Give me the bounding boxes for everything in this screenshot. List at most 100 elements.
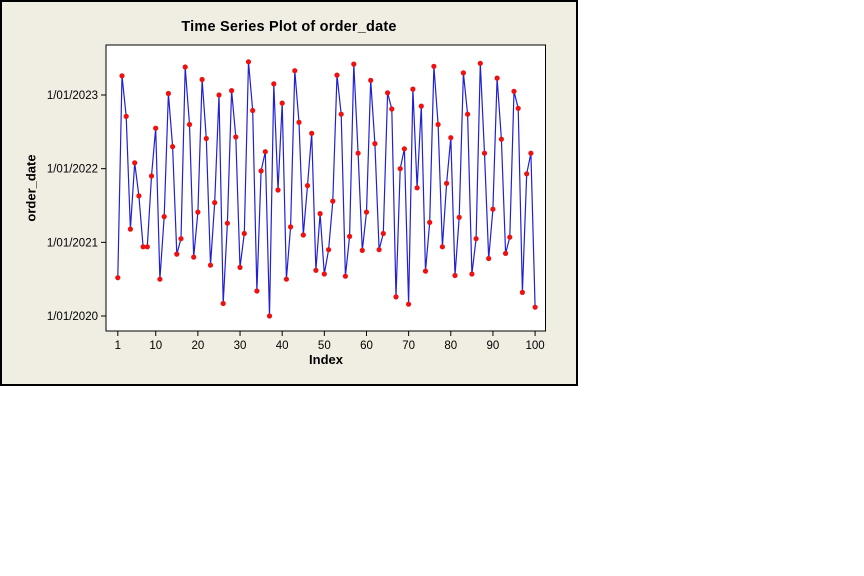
data-point bbox=[170, 144, 176, 150]
time-series-chart: Time Series Plot of order_date 1/01/2020… bbox=[0, 0, 578, 386]
data-point bbox=[494, 75, 500, 81]
data-point bbox=[191, 254, 197, 260]
data-point bbox=[275, 187, 281, 193]
data-point bbox=[317, 211, 323, 217]
data-point bbox=[127, 226, 133, 232]
data-point bbox=[486, 255, 492, 262]
data-point bbox=[456, 214, 462, 220]
data-point bbox=[283, 276, 289, 282]
data-point bbox=[347, 233, 353, 239]
data-point bbox=[153, 125, 159, 131]
plot-area bbox=[105, 44, 546, 332]
data-point bbox=[241, 230, 247, 237]
data-point bbox=[304, 183, 311, 189]
data-point bbox=[123, 113, 129, 119]
data-point bbox=[519, 289, 526, 295]
chart-title: Time Series Plot of order_date bbox=[181, 19, 397, 35]
data-point bbox=[380, 230, 386, 237]
data-point bbox=[245, 59, 252, 65]
x-tick-label: 100 bbox=[525, 340, 544, 352]
data-point bbox=[410, 86, 416, 92]
data-point bbox=[431, 63, 437, 69]
x-tick-label: 10 bbox=[149, 340, 162, 352]
data-point bbox=[161, 214, 167, 220]
data-point bbox=[266, 313, 273, 319]
x-tick-label: 60 bbox=[360, 340, 373, 352]
data-point bbox=[368, 77, 374, 83]
x-tick-label: 80 bbox=[444, 340, 457, 352]
data-point bbox=[148, 173, 155, 179]
data-point bbox=[460, 70, 466, 76]
x-tick-label: 40 bbox=[276, 340, 289, 352]
data-point bbox=[203, 135, 209, 142]
data-point bbox=[136, 193, 142, 199]
data-point bbox=[515, 105, 521, 111]
data-point bbox=[300, 232, 306, 238]
data-point bbox=[524, 171, 530, 177]
data-point bbox=[186, 121, 193, 128]
data-point bbox=[115, 275, 121, 281]
x-axis-title: Index bbox=[309, 352, 343, 367]
data-point bbox=[363, 209, 370, 215]
data-point bbox=[355, 150, 361, 156]
data-point bbox=[220, 300, 226, 307]
data-point bbox=[258, 168, 264, 174]
data-point bbox=[376, 247, 382, 253]
data-point bbox=[406, 301, 412, 307]
data-point bbox=[372, 141, 378, 147]
data-point bbox=[132, 160, 138, 166]
data-point bbox=[216, 92, 222, 98]
data-point bbox=[448, 135, 454, 141]
data-point bbox=[389, 106, 395, 112]
y-tick-label: 1/01/2021 bbox=[47, 237, 98, 249]
data-point bbox=[144, 244, 150, 250]
y-axis-title: order_date bbox=[23, 154, 39, 222]
data-point bbox=[351, 61, 357, 67]
data-point bbox=[507, 234, 513, 240]
data-point bbox=[174, 251, 180, 257]
data-point bbox=[330, 198, 336, 204]
data-point bbox=[309, 130, 315, 136]
x-tick-label: 1 bbox=[115, 340, 121, 352]
data-point bbox=[271, 81, 277, 87]
data-point bbox=[334, 72, 340, 78]
y-tick-label: 1/01/2020 bbox=[47, 311, 98, 323]
x-tick-label: 90 bbox=[487, 340, 500, 352]
y-tick-label: 1/01/2023 bbox=[47, 90, 98, 102]
data-point bbox=[414, 185, 420, 191]
data-point bbox=[237, 264, 243, 270]
data-point bbox=[165, 90, 171, 97]
data-point bbox=[178, 236, 184, 242]
data-point bbox=[418, 103, 424, 109]
data-point bbox=[140, 244, 146, 250]
data-point bbox=[469, 271, 475, 277]
y-tick-label: 1/01/2022 bbox=[47, 164, 98, 176]
data-point bbox=[338, 111, 344, 117]
data-point bbox=[439, 244, 445, 250]
data-point bbox=[342, 273, 348, 279]
data-point bbox=[427, 219, 433, 225]
data-point bbox=[182, 64, 188, 70]
data-point bbox=[465, 111, 471, 117]
x-tick-label: 20 bbox=[191, 340, 204, 352]
data-point bbox=[473, 236, 479, 242]
data-point bbox=[157, 276, 163, 282]
data-point bbox=[532, 304, 538, 310]
data-point bbox=[288, 224, 294, 230]
data-point bbox=[401, 146, 407, 152]
x-tick-label: 30 bbox=[234, 340, 247, 352]
data-point bbox=[207, 262, 214, 268]
data-point bbox=[321, 271, 327, 277]
data-point bbox=[254, 288, 260, 294]
data-point bbox=[233, 134, 239, 140]
data-point bbox=[199, 76, 205, 83]
data-point bbox=[262, 149, 268, 155]
data-point bbox=[296, 119, 302, 125]
data-point bbox=[119, 73, 125, 79]
data-point bbox=[326, 247, 332, 253]
series-line bbox=[117, 61, 536, 317]
data-point bbox=[397, 166, 403, 172]
data-point bbox=[435, 121, 441, 128]
data-point bbox=[477, 60, 483, 66]
data-point bbox=[511, 88, 517, 94]
